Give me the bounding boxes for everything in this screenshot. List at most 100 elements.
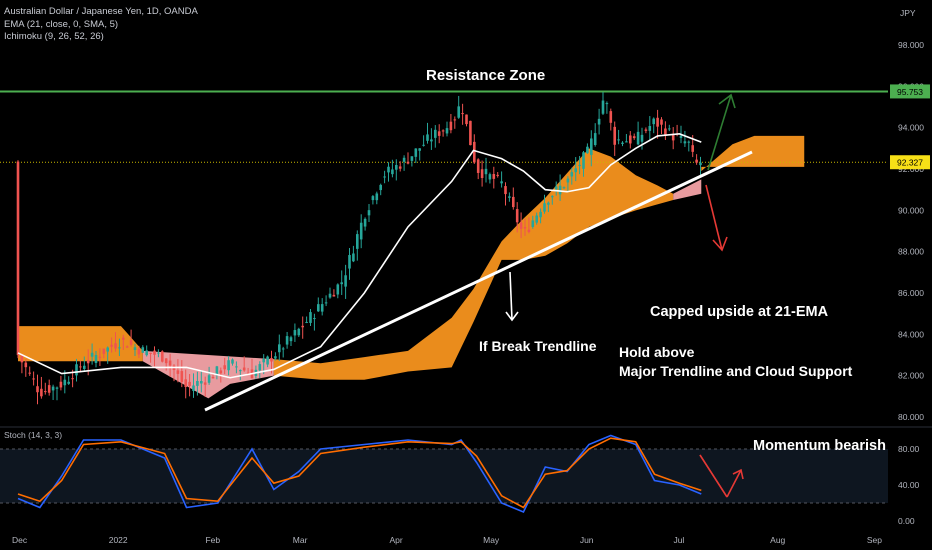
candle-body (235, 366, 238, 368)
candle-body (149, 352, 152, 354)
bullish-scenario-arrow (707, 94, 732, 171)
candle-body (621, 142, 624, 144)
candle-body (476, 159, 480, 173)
momentum-up-arrow-head (732, 468, 744, 480)
candle-body (239, 370, 242, 372)
candle-body (223, 365, 226, 370)
candle-body (176, 370, 180, 374)
candle-body (211, 376, 215, 379)
candle-body (246, 372, 250, 374)
candle-body (114, 343, 117, 349)
candle-body (504, 186, 507, 195)
annotation-capped: Capped upside at 21-EMA (650, 304, 829, 320)
time-tick: 2022 (109, 535, 128, 545)
candle-body (547, 202, 550, 205)
candle-body (227, 360, 230, 371)
bearish-scenario-arrow (705, 184, 723, 251)
last-price-badge (890, 155, 930, 170)
candle-body (617, 139, 620, 141)
break-trendline-arrow-head (505, 311, 519, 322)
candle-body (363, 218, 367, 227)
candle-body (578, 164, 581, 166)
candle-body (629, 135, 632, 144)
time-tick: Dec (12, 535, 28, 545)
candle-body (605, 103, 609, 105)
candle-body (519, 222, 523, 229)
candle-body (293, 330, 297, 336)
candle-body (652, 118, 655, 125)
candle-body (512, 196, 515, 208)
time-tick: May (483, 535, 500, 545)
candle-body (695, 159, 698, 163)
candle-body (125, 346, 129, 348)
candle-body (445, 128, 449, 134)
candle-body (324, 302, 328, 304)
candle-body (203, 382, 207, 385)
candle-body (79, 366, 82, 368)
candle-body (344, 275, 347, 287)
chart-legend: Australian Dollar / Japanese Yen, 1D, OA… (4, 6, 198, 44)
candle-body (215, 366, 219, 375)
candle-body (523, 227, 527, 229)
candle-body (660, 119, 663, 125)
candle-body (336, 284, 340, 295)
break-trendline-arrow (509, 271, 513, 321)
resistance-price-badge (890, 84, 930, 99)
candle-body (551, 196, 554, 198)
candle-body (145, 350, 148, 356)
candle-body (200, 381, 203, 384)
candle-body (118, 347, 121, 349)
candle-body (219, 370, 223, 374)
cloud-bearish-main (273, 148, 674, 380)
candle-body (359, 222, 363, 240)
candle-body (102, 348, 106, 354)
candle-body (242, 367, 246, 371)
candle-body (402, 157, 406, 162)
candle-body (687, 141, 691, 143)
candle-body (51, 386, 55, 391)
candle-body (554, 186, 558, 190)
candle-body (281, 348, 285, 350)
candle-body (387, 166, 390, 173)
candle-body (566, 178, 570, 183)
candle-body (168, 360, 172, 366)
candle-body (422, 144, 425, 146)
candle-body (426, 134, 429, 141)
candle-body (430, 139, 433, 142)
candle-body (129, 340, 133, 345)
candle-body (527, 229, 531, 233)
candle-body (305, 321, 308, 323)
time-tick: Apr (390, 535, 403, 545)
candle-body (328, 293, 332, 298)
candle-body (40, 388, 43, 397)
candle-body (67, 381, 70, 384)
time-tick: Jun (580, 535, 594, 545)
candle-body (679, 135, 683, 138)
candle-body (574, 168, 577, 173)
candle-body (180, 371, 184, 382)
candle-body (543, 203, 546, 212)
candle-body (480, 169, 484, 179)
ichimoku-indicator-label[interactable]: Ichimoku (9, 26, 52, 26) (4, 31, 104, 42)
candle-body (184, 379, 187, 387)
candle-body (500, 181, 503, 184)
ema21-line (17, 133, 702, 379)
candle-body (418, 148, 421, 151)
candle-body (133, 347, 137, 350)
candle-body (449, 121, 453, 131)
momentum-up-arrow (726, 469, 742, 498)
candle-body (601, 100, 605, 114)
candle-body (406, 161, 410, 164)
price-tick: 82.000 (898, 371, 924, 381)
candle-body (285, 336, 289, 345)
candle-body (55, 387, 59, 389)
ema-indicator-label[interactable]: EMA (21, close, 0, SMA, 5) (4, 18, 119, 30)
stoch-tick: 0.00 (898, 516, 915, 526)
candle-body (379, 184, 382, 191)
candle-body (94, 355, 98, 363)
time-tick: Mar (293, 535, 308, 545)
candle-body (348, 255, 351, 269)
candle-body (515, 209, 519, 223)
stoch-d-line (17, 437, 702, 509)
